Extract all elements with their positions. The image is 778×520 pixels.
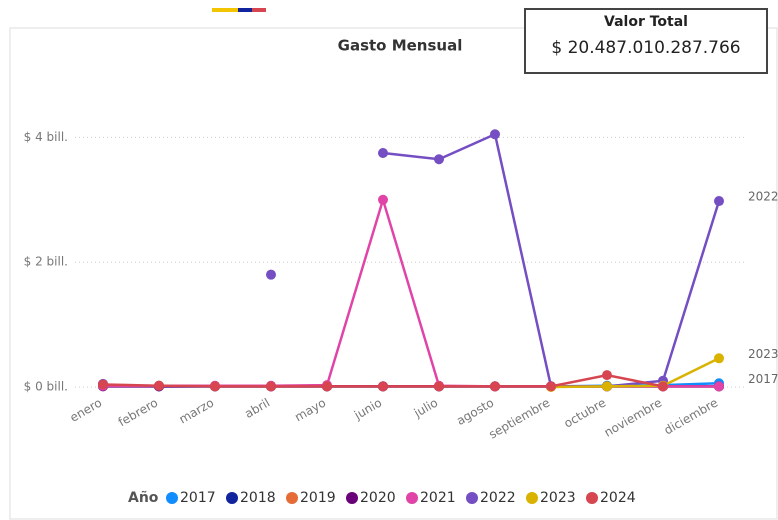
data-point bbox=[602, 370, 612, 381]
data-point bbox=[490, 381, 500, 392]
card-title: Valor Total bbox=[604, 14, 688, 30]
y-tick-label: $ 0 bill. bbox=[24, 380, 68, 394]
data-point bbox=[266, 381, 276, 392]
data-point bbox=[434, 381, 444, 392]
chart-title: Gasto Mensual bbox=[338, 37, 463, 55]
data-point bbox=[378, 148, 388, 158]
legend-swatch bbox=[226, 492, 238, 504]
card-value: $ 20.487.010.287.766 bbox=[551, 38, 741, 58]
legend-label: 2020 bbox=[360, 490, 396, 506]
legend-label: 2021 bbox=[420, 490, 456, 506]
data-point bbox=[154, 380, 164, 391]
legend-label: 2017 bbox=[180, 490, 216, 506]
legend-title: Año bbox=[128, 490, 159, 506]
data-point bbox=[434, 154, 444, 165]
legend-label: 2024 bbox=[600, 490, 636, 506]
legend-label: 2023 bbox=[540, 490, 576, 506]
legend-swatch bbox=[466, 492, 478, 504]
data-point bbox=[98, 379, 108, 390]
data-point bbox=[266, 269, 276, 280]
kpi-card: Valor Total $ 20.487.010.287.766 bbox=[524, 8, 768, 74]
legend-swatch bbox=[286, 492, 298, 504]
y-tick-label: $ 2 bill. bbox=[24, 255, 68, 269]
data-point bbox=[210, 381, 220, 392]
data-point bbox=[714, 381, 724, 392]
y-tick-label: $ 4 bill. bbox=[24, 130, 68, 144]
data-point bbox=[378, 194, 388, 205]
data-point bbox=[658, 381, 668, 392]
legend-swatch bbox=[526, 492, 538, 504]
legend-swatch bbox=[166, 492, 178, 504]
data-point bbox=[378, 381, 388, 392]
flag-stripe bbox=[252, 8, 266, 12]
legend-swatch bbox=[586, 492, 598, 504]
series-line bbox=[550, 357, 720, 389]
legend-swatch bbox=[406, 492, 418, 504]
visual-frame bbox=[9, 27, 778, 520]
data-point bbox=[490, 129, 500, 140]
legend-swatch bbox=[346, 492, 358, 504]
data-point bbox=[714, 196, 724, 207]
end-label: 2022 bbox=[748, 190, 778, 204]
data-point bbox=[322, 381, 332, 392]
flag-stripe bbox=[212, 8, 238, 12]
legend-label: 2018 bbox=[240, 490, 276, 506]
legend-label: 2022 bbox=[480, 490, 516, 506]
end-label: 2017 bbox=[748, 372, 778, 386]
data-point bbox=[546, 381, 556, 392]
flag-stripe bbox=[238, 8, 252, 12]
legend-label: 2019 bbox=[300, 490, 336, 506]
data-point bbox=[714, 353, 724, 364]
data-point bbox=[602, 381, 612, 392]
end-label: 2023 bbox=[748, 347, 778, 361]
